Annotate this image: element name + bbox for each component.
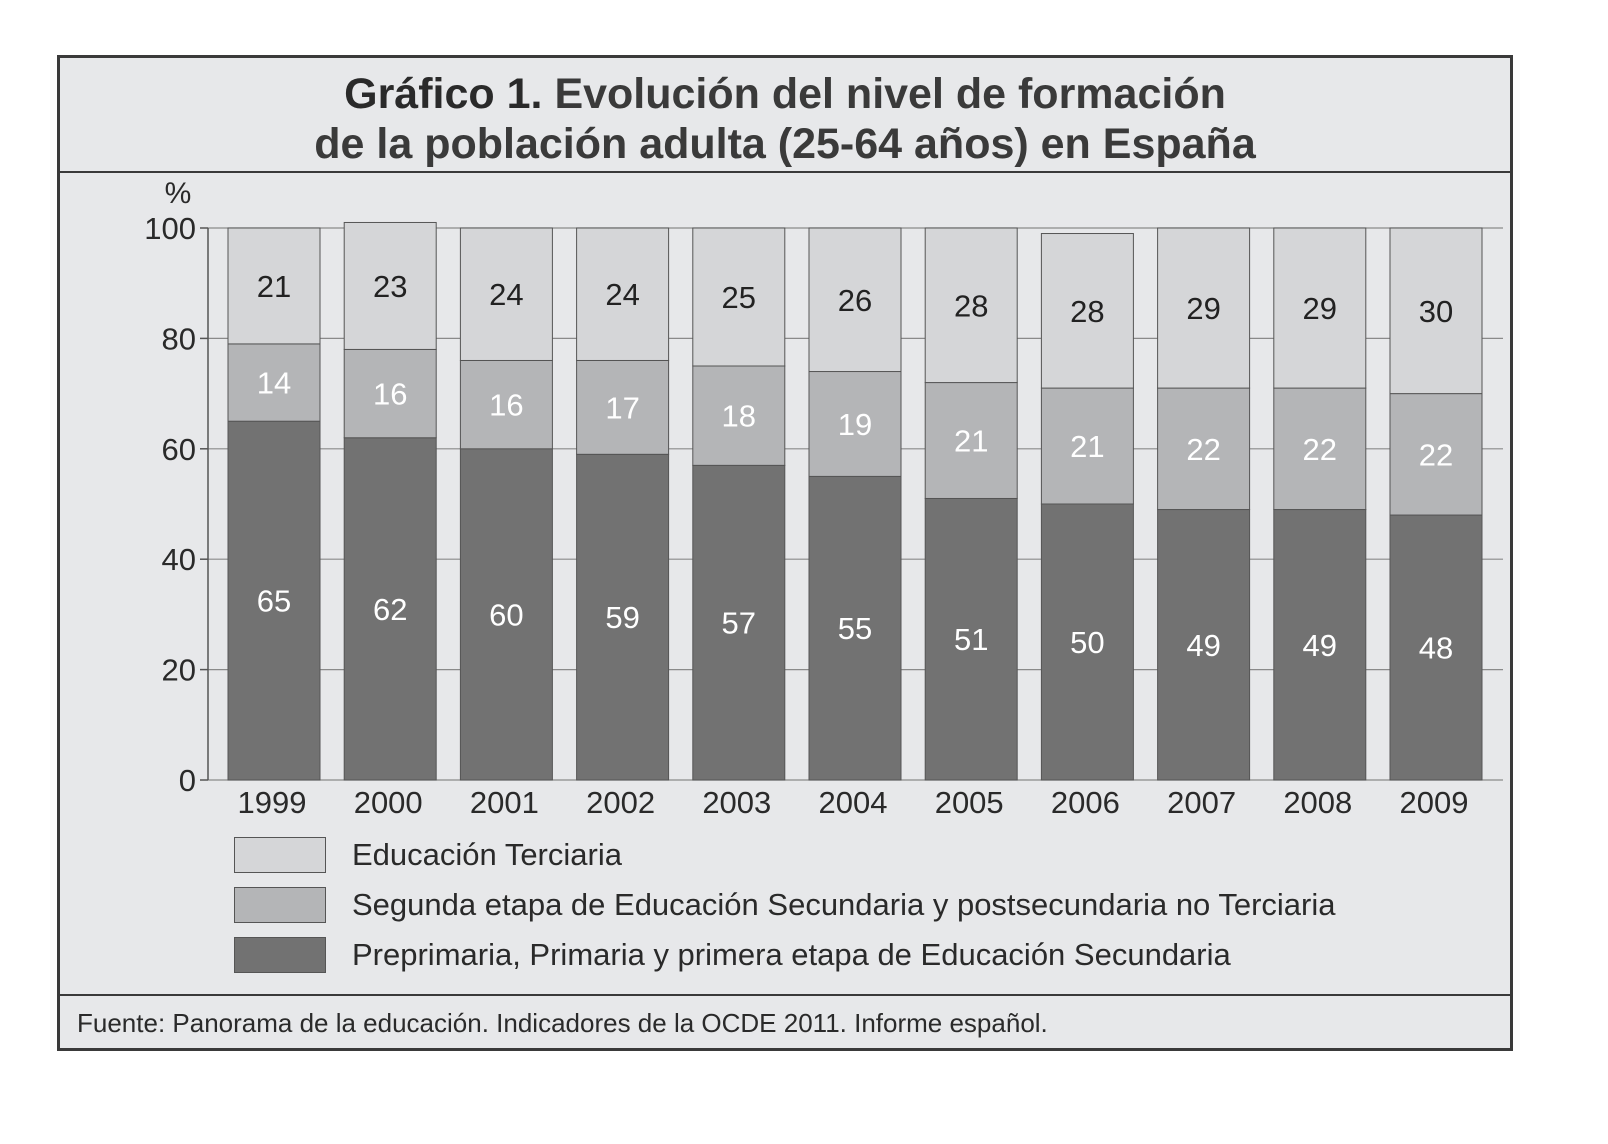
data-label-s0-2009: 48	[1419, 631, 1453, 666]
bar-segment-s0-2003	[692, 464, 786, 781]
x-tick-label-2007: 2007	[1167, 785, 1236, 820]
legend-label-segunda: Segunda etapa de Educación Secundaria y …	[352, 887, 1336, 922]
bar-segment-s0-2006	[1040, 503, 1134, 781]
x-tick-label-2006: 2006	[1051, 785, 1120, 820]
bar-segment-s1-2006	[1040, 387, 1134, 505]
y-tick-label-40: 40	[162, 542, 196, 577]
y-tick-label-60: 60	[162, 432, 196, 467]
bar-segment-s2-2003	[692, 227, 786, 367]
data-label-s0-2002: 59	[605, 600, 639, 635]
bar-segment-s2-2000	[343, 221, 437, 350]
bar-segment-s1-2007	[1157, 387, 1251, 511]
x-tick-label-2008: 2008	[1283, 785, 1352, 820]
legend-item-preprimaria: Preprimaria, Primaria y primera etapa de…	[234, 935, 1231, 975]
data-label-s0-2001: 60	[489, 597, 523, 632]
y-axis-label: %	[165, 177, 192, 210]
data-label-s1-2001: 16	[489, 388, 523, 423]
data-label-s2-2006: 28	[1070, 294, 1104, 329]
data-label-s1-2007: 22	[1186, 432, 1220, 467]
data-label-s2-2007: 29	[1186, 291, 1220, 326]
bar-segment-s1-2003	[692, 365, 786, 466]
y-tick-label-100: 100	[144, 211, 196, 246]
data-label-s2-1999: 21	[257, 269, 291, 304]
data-label-s2-2008: 29	[1303, 291, 1337, 326]
bar-segment-s1-2004	[808, 371, 902, 477]
data-label-s0-2007: 49	[1186, 628, 1220, 663]
y-tick-label-0: 0	[179, 763, 196, 798]
data-label-s0-2004: 55	[838, 611, 872, 646]
data-label-s1-2009: 22	[1419, 437, 1453, 472]
legend-swatch-preprimaria	[234, 937, 326, 973]
data-label-s0-2006: 50	[1070, 625, 1104, 660]
bar-segment-s1-2000	[343, 348, 437, 439]
data-label-s2-2005: 28	[954, 288, 988, 323]
data-label-s2-2003: 25	[722, 280, 756, 315]
legend-label-preprimaria: Preprimaria, Primaria y primera etapa de…	[352, 937, 1231, 972]
bar-segment-s2-2002	[576, 227, 670, 361]
bar-segment-s0-2001	[459, 448, 553, 781]
legend-item-terciaria: Educación Terciaria	[234, 835, 622, 875]
legend-item-segunda: Segunda etapa de Educación Secundaria y …	[234, 885, 1336, 925]
bar-segment-s1-2008	[1273, 387, 1367, 511]
bar-segment-s0-2000	[343, 437, 437, 781]
bar-segment-s0-2002	[576, 453, 670, 781]
data-label-s0-2008: 49	[1303, 628, 1337, 663]
y-tick-label-20: 20	[162, 653, 196, 688]
data-label-s1-2008: 22	[1303, 432, 1337, 467]
data-label-s2-2000: 23	[373, 269, 407, 304]
data-label-s0-2005: 51	[954, 622, 988, 657]
bar-segment-s2-2001	[459, 227, 553, 361]
chart-title-line2: de la población adulta (25-64 años) en E…	[314, 120, 1256, 168]
bar-segment-s2-2008	[1273, 227, 1367, 389]
x-tick-label-2005: 2005	[935, 785, 1004, 820]
x-tick-label-2002: 2002	[586, 785, 655, 820]
chart-title-prefix: Gráfico 1.	[344, 70, 543, 118]
x-tick-label-2009: 2009	[1400, 785, 1469, 820]
data-label-s2-2009: 30	[1419, 294, 1453, 329]
bar-segment-s0-2008	[1273, 509, 1367, 781]
data-label-s1-2002: 17	[605, 390, 639, 425]
source-note: Fuente: Panorama de la educación. Indica…	[57, 994, 1513, 1051]
bar-segment-s2-2006	[1040, 233, 1134, 389]
bar-segment-s0-2004	[808, 475, 902, 781]
data-label-s1-2003: 18	[722, 399, 756, 434]
legend-swatch-segunda	[234, 887, 326, 923]
data-label-s2-2001: 24	[489, 277, 523, 312]
bar-segment-s0-2009	[1389, 514, 1483, 781]
x-tick-label-2000: 2000	[354, 785, 423, 820]
chart-title: Gráfico 1. Evolución del nivel de formac…	[57, 55, 1513, 173]
bar-segment-s1-2005	[924, 382, 1018, 499]
x-tick-label-2003: 2003	[702, 785, 771, 820]
data-label-s1-2004: 19	[838, 407, 872, 442]
data-label-s1-2000: 16	[373, 377, 407, 412]
data-label-s2-2002: 24	[605, 277, 639, 312]
data-label-s1-2006: 21	[1070, 429, 1104, 464]
data-label-s2-2004: 26	[838, 283, 872, 318]
x-tick-label-1999: 1999	[238, 785, 307, 820]
data-label-s0-2000: 62	[373, 592, 407, 627]
bar-segment-s2-2009	[1389, 227, 1483, 395]
bar-segment-s0-2005	[924, 497, 1018, 781]
x-tick-label-2004: 2004	[819, 785, 888, 820]
bar-segment-s1-2001	[459, 359, 553, 450]
bar-segment-s2-2004	[808, 227, 902, 373]
data-label-s1-2005: 21	[954, 424, 988, 459]
data-label-s1-1999: 14	[257, 366, 291, 401]
bar-segment-s2-1999	[227, 227, 321, 345]
bar-segment-s0-2007	[1157, 509, 1251, 781]
bar-segment-s2-2007	[1157, 227, 1251, 389]
chart-title-line1: Evolución del nivel de formación	[554, 70, 1226, 118]
bar-segment-s2-2005	[924, 227, 1018, 384]
data-label-s0-2003: 57	[722, 606, 756, 641]
y-tick-label-80: 80	[162, 321, 196, 356]
bar-segment-s0-1999	[227, 420, 321, 781]
bar-segment-s1-1999	[227, 343, 321, 422]
data-label-s0-1999: 65	[257, 584, 291, 619]
legend-swatch-terciaria	[234, 837, 326, 873]
legend-label-terciaria: Educación Terciaria	[352, 837, 622, 872]
x-tick-label-2001: 2001	[470, 785, 539, 820]
